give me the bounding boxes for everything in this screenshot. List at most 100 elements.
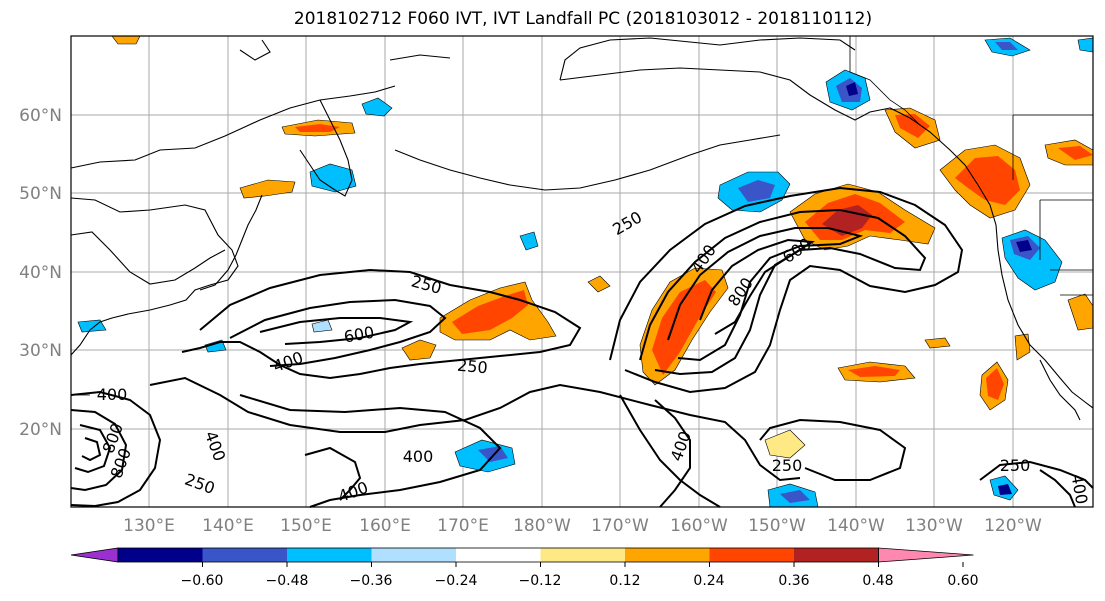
negative-anomaly-canada-top-core	[995, 42, 1018, 50]
map-panel: 250 250 250 250 250 250 400 400 400 400 …	[70, 35, 1094, 508]
lon-label: 140°E	[202, 516, 254, 536]
figure-title: 2018102712 F060 IVT, IVT Landfall PC (20…	[294, 9, 872, 29]
lon-label: 130°E	[123, 516, 175, 536]
colorbar-tick-label: 0.12	[609, 573, 640, 589]
coast-alaska-north	[559, 37, 856, 81]
ivt-contour-250-south	[149, 376, 801, 508]
positive-anomaly-west-pac	[401, 339, 437, 361]
coast-kamchatka	[299, 99, 353, 197]
colorbar-segment	[287, 548, 372, 562]
lon-label: 140°W	[827, 516, 885, 536]
positive-anomaly-gulf-of-alaska-max	[822, 205, 872, 236]
colorbar-segment	[794, 548, 879, 562]
aleutians	[394, 134, 781, 191]
colorbar-segment	[709, 548, 795, 562]
coastlines	[70, 37, 1094, 421]
positive-anomaly-alaska-coast-core	[895, 114, 930, 138]
pc-shading	[77, 35, 1094, 508]
lon-label: 130°W	[905, 516, 963, 536]
lon-label: 160°W	[670, 516, 728, 536]
ivt-contour-250-east	[979, 460, 1094, 508]
negative-anomaly-hawaii-core	[478, 446, 508, 462]
ivt-contour-400-main	[229, 298, 447, 367]
contour-label: 250	[772, 456, 803, 475]
coast-bering-islands	[239, 39, 451, 61]
positive-anomaly-kamchatka	[239, 179, 296, 199]
positive-anomaly-east-pac-core	[848, 366, 900, 377]
lat-label: 30°N	[19, 341, 62, 361]
colorbar-segment	[371, 548, 457, 562]
positive-anomaly-ne-us-core	[1058, 146, 1093, 160]
contour-label: 250	[1000, 456, 1031, 475]
colorbar-ticks	[202, 562, 964, 567]
colorbar-tick-label: 0.36	[778, 573, 809, 589]
positive-anomaly-small-a	[587, 275, 611, 293]
colorbar-extend-min	[70, 547, 119, 563]
colorbar-tick-label: −0.12	[519, 573, 562, 589]
negative-anomaly-east-small-core	[998, 484, 1012, 495]
ivt-contour-600-main	[259, 317, 414, 345]
ivt-contour-400-south-b	[654, 399, 691, 508]
lon-label: 180°W	[513, 516, 571, 536]
ivt-contour-400-arc	[639, 208, 927, 376]
lon-label: 150°E	[280, 516, 332, 536]
ivt-contour-400-south	[239, 394, 502, 508]
colorbar: −0.60 −0.48 −0.36 −0.24 −0.12 0.12 0.24 …	[70, 547, 979, 589]
ivt-contour-250-arc	[609, 186, 964, 394]
coast-japan	[199, 194, 263, 291]
lon-label: 120°W	[984, 516, 1042, 536]
coast-baja	[1039, 359, 1081, 421]
negative-anomaly-ne-right	[1077, 37, 1094, 53]
colorbar-segment	[456, 548, 541, 562]
lat-label: 40°N	[19, 263, 62, 283]
lon-label: 150°W	[748, 516, 806, 536]
negative-anomaly-mid	[519, 231, 539, 251]
negative-anomaly-alaska-min	[846, 82, 858, 96]
positive-anomaly-yellow-patches	[764, 429, 806, 459]
colorbar-segment	[202, 548, 288, 562]
positive-anomaly-dateline-core	[452, 290, 528, 334]
colorbar-segments	[70, 547, 974, 563]
coast-asia	[70, 85, 396, 356]
colorbar-tick-label: −0.24	[435, 573, 478, 589]
lon-label: 170°E	[437, 516, 489, 536]
colorbar-tick-label: −0.48	[266, 573, 309, 589]
map-frame	[70, 35, 1094, 508]
negative-anomaly-kamchatka	[309, 163, 357, 193]
colorbar-frame	[117, 547, 879, 563]
ivt-contour-250-main	[181, 268, 582, 380]
negative-anomaly-gulf-core	[738, 180, 775, 202]
contour-label: 400	[97, 385, 128, 404]
ivt-contour-cyclone	[70, 390, 162, 508]
contour-label: 400	[403, 447, 434, 466]
lon-label: 160°E	[359, 516, 411, 536]
negative-anomaly-pnw-min	[1016, 240, 1032, 252]
lat-label: 20°N	[19, 420, 62, 440]
colorbar-tick-label: −0.60	[181, 573, 224, 589]
contour-label: 250	[456, 356, 488, 378]
coast-alaska	[559, 67, 1094, 409]
ivt-contours	[70, 186, 1094, 508]
positive-anomaly-baja-core	[986, 368, 1004, 400]
ivt-contour-250-far	[759, 418, 907, 481]
colorbar-extend-max	[878, 547, 974, 563]
positive-anomaly-central-pacific-core	[652, 280, 716, 375]
boundaries	[71, 36, 1093, 396]
negative-anomaly-small-1	[311, 319, 333, 333]
colorbar-segment	[118, 548, 203, 562]
negative-anomaly-south-core	[780, 490, 810, 503]
positive-anomaly-bering-core	[295, 124, 340, 132]
positive-anomaly-bc-coast-core	[955, 156, 1020, 205]
lat-label: 50°N	[19, 184, 62, 204]
negative-anomaly-bering	[361, 97, 393, 117]
latitude-labels: 60°N 50°N 40°N 30°N 20°N	[19, 106, 62, 440]
colorbar-tick-label: −0.36	[350, 573, 393, 589]
ivt-contour-600-arc	[667, 227, 864, 362]
colorbar-tick-label: 0.48	[862, 573, 893, 589]
colorbar-segment	[625, 548, 710, 562]
ivt-contour-800-arc	[699, 238, 816, 335]
lon-label: 170°W	[591, 516, 649, 536]
colorbar-labels: −0.60 −0.48 −0.36 −0.24 −0.12 0.12 0.24 …	[181, 573, 979, 589]
lat-label: 60°N	[19, 106, 62, 126]
